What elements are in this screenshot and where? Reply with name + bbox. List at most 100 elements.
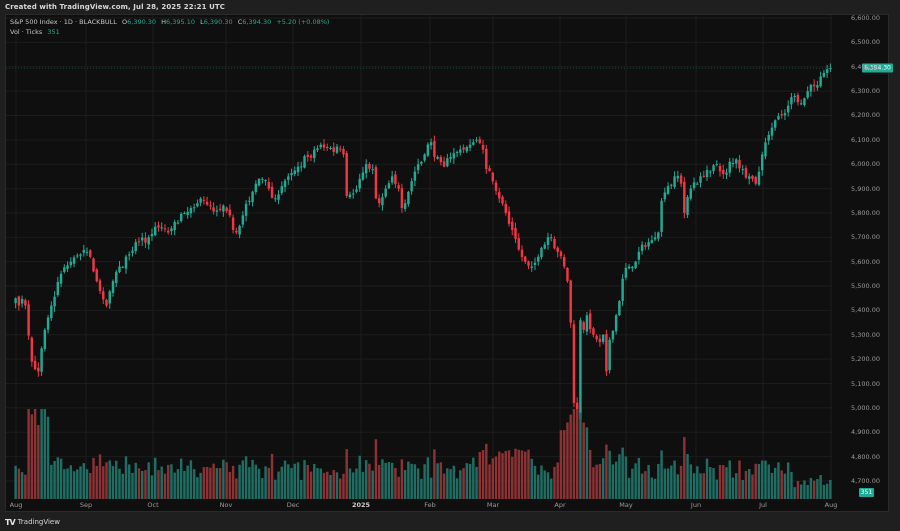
volume-bar [27, 409, 30, 499]
volume-bar [231, 465, 235, 499]
volume-bar [374, 439, 378, 499]
volume-bar [423, 464, 426, 499]
time-axis[interactable]: Aug Sep Oct Nov Dec 2025 Feb Mar Apr May Jun Jul Aug [6, 499, 838, 511]
volume-bar [176, 469, 180, 499]
volume-bar [66, 468, 69, 499]
price-axis[interactable]: 6,394.30 351 6,600.00 6,500.00 6,400.00 6,3… [832, 14, 893, 499]
price-tick-label: 5,100.00 [851, 379, 880, 388]
volume-label[interactable]: Vol · Ticks [10, 28, 43, 36]
candle-body [124, 256, 128, 269]
candle-body [170, 228, 173, 232]
candle-body [183, 212, 186, 214]
volume-bar [277, 471, 280, 499]
volume-bar [390, 462, 394, 499]
volume-bar [715, 479, 718, 499]
volume-bar [270, 453, 274, 499]
volume-bar [562, 430, 566, 499]
volume-bar [699, 473, 702, 499]
volume-bar [420, 478, 423, 499]
candle-body [634, 261, 637, 269]
candle-body [238, 225, 241, 235]
candle-body [102, 291, 105, 300]
candle-body [225, 207, 228, 212]
candle-body [115, 271, 118, 284]
candle-body [319, 144, 322, 148]
volume-bar [251, 459, 254, 499]
volume-bar [741, 479, 744, 499]
volume-bar [205, 466, 209, 499]
candle-body [332, 147, 335, 153]
volume-bar [348, 468, 352, 499]
candle-body [663, 192, 667, 200]
candle-body [231, 217, 235, 231]
volume-bar [718, 464, 722, 499]
volume-bar [575, 409, 579, 499]
candle-body [157, 225, 160, 228]
volume-bar [46, 416, 50, 499]
volume-bar [608, 450, 611, 499]
candle-body [735, 159, 738, 164]
volume-bar [653, 478, 657, 499]
candle-body [686, 197, 689, 215]
volume-bar [527, 449, 530, 499]
volume-bar [738, 460, 741, 499]
volume-bar [468, 463, 472, 499]
candle-body [705, 169, 709, 177]
time-tick-label: Sep [79, 501, 93, 509]
candle-body [69, 261, 73, 266]
volume-bar [209, 467, 212, 499]
volume-bar [537, 474, 540, 499]
volume-bar [303, 460, 306, 499]
candle-body [741, 169, 744, 171]
candle-body [559, 251, 563, 257]
volume-bar [95, 465, 98, 499]
candle-body [501, 196, 504, 204]
volume-bar [326, 471, 329, 499]
candle-body [14, 298, 17, 304]
candle-body [309, 155, 313, 158]
volume-bar [355, 468, 358, 499]
candle-body [397, 185, 400, 189]
volume-bar [225, 462, 228, 499]
change-value: +5.20 (+0.08%) [276, 18, 330, 26]
volume-row: Vol · Ticks 351 [10, 27, 332, 37]
volume-bar [829, 480, 832, 499]
candle-body [670, 184, 673, 186]
volume-bar [20, 472, 24, 499]
volume-bar [692, 473, 696, 499]
chart-frame [5, 14, 889, 512]
symbol-label[interactable]: S&P 500 Index · 1D · BLACKBULL [10, 18, 117, 26]
candle-body [494, 182, 498, 191]
volume-bar [274, 479, 277, 499]
volume-bar [76, 469, 79, 499]
candle-body [335, 146, 339, 153]
volume-bar [812, 480, 816, 499]
volume-bar [446, 468, 449, 499]
candle-body [384, 188, 387, 197]
candle-body [413, 171, 417, 181]
time-tick-label: Dec [286, 501, 300, 509]
volume-bar [283, 460, 287, 499]
volume-bar [475, 466, 478, 499]
candlestick-chart[interactable] [6, 15, 832, 499]
candle-body [339, 148, 342, 150]
volume-bar [115, 460, 118, 499]
candle-body [361, 172, 365, 180]
volume-bar [605, 444, 608, 499]
volume-bar [803, 480, 806, 499]
candle-body [364, 164, 368, 174]
candle-body [699, 176, 702, 183]
volume-bar [238, 464, 241, 499]
price-chart-pane[interactable] [6, 15, 832, 499]
volume-bar [377, 465, 381, 499]
candle-body [806, 91, 809, 98]
volume-bar [85, 469, 89, 499]
candle-body [767, 134, 770, 141]
volume-bar [235, 478, 238, 499]
volume-bar [322, 472, 326, 499]
volume-bar [498, 451, 501, 499]
candle-body [199, 198, 202, 203]
volume-bar [533, 465, 537, 499]
candle-body [650, 240, 654, 243]
volume-bar [387, 462, 391, 499]
